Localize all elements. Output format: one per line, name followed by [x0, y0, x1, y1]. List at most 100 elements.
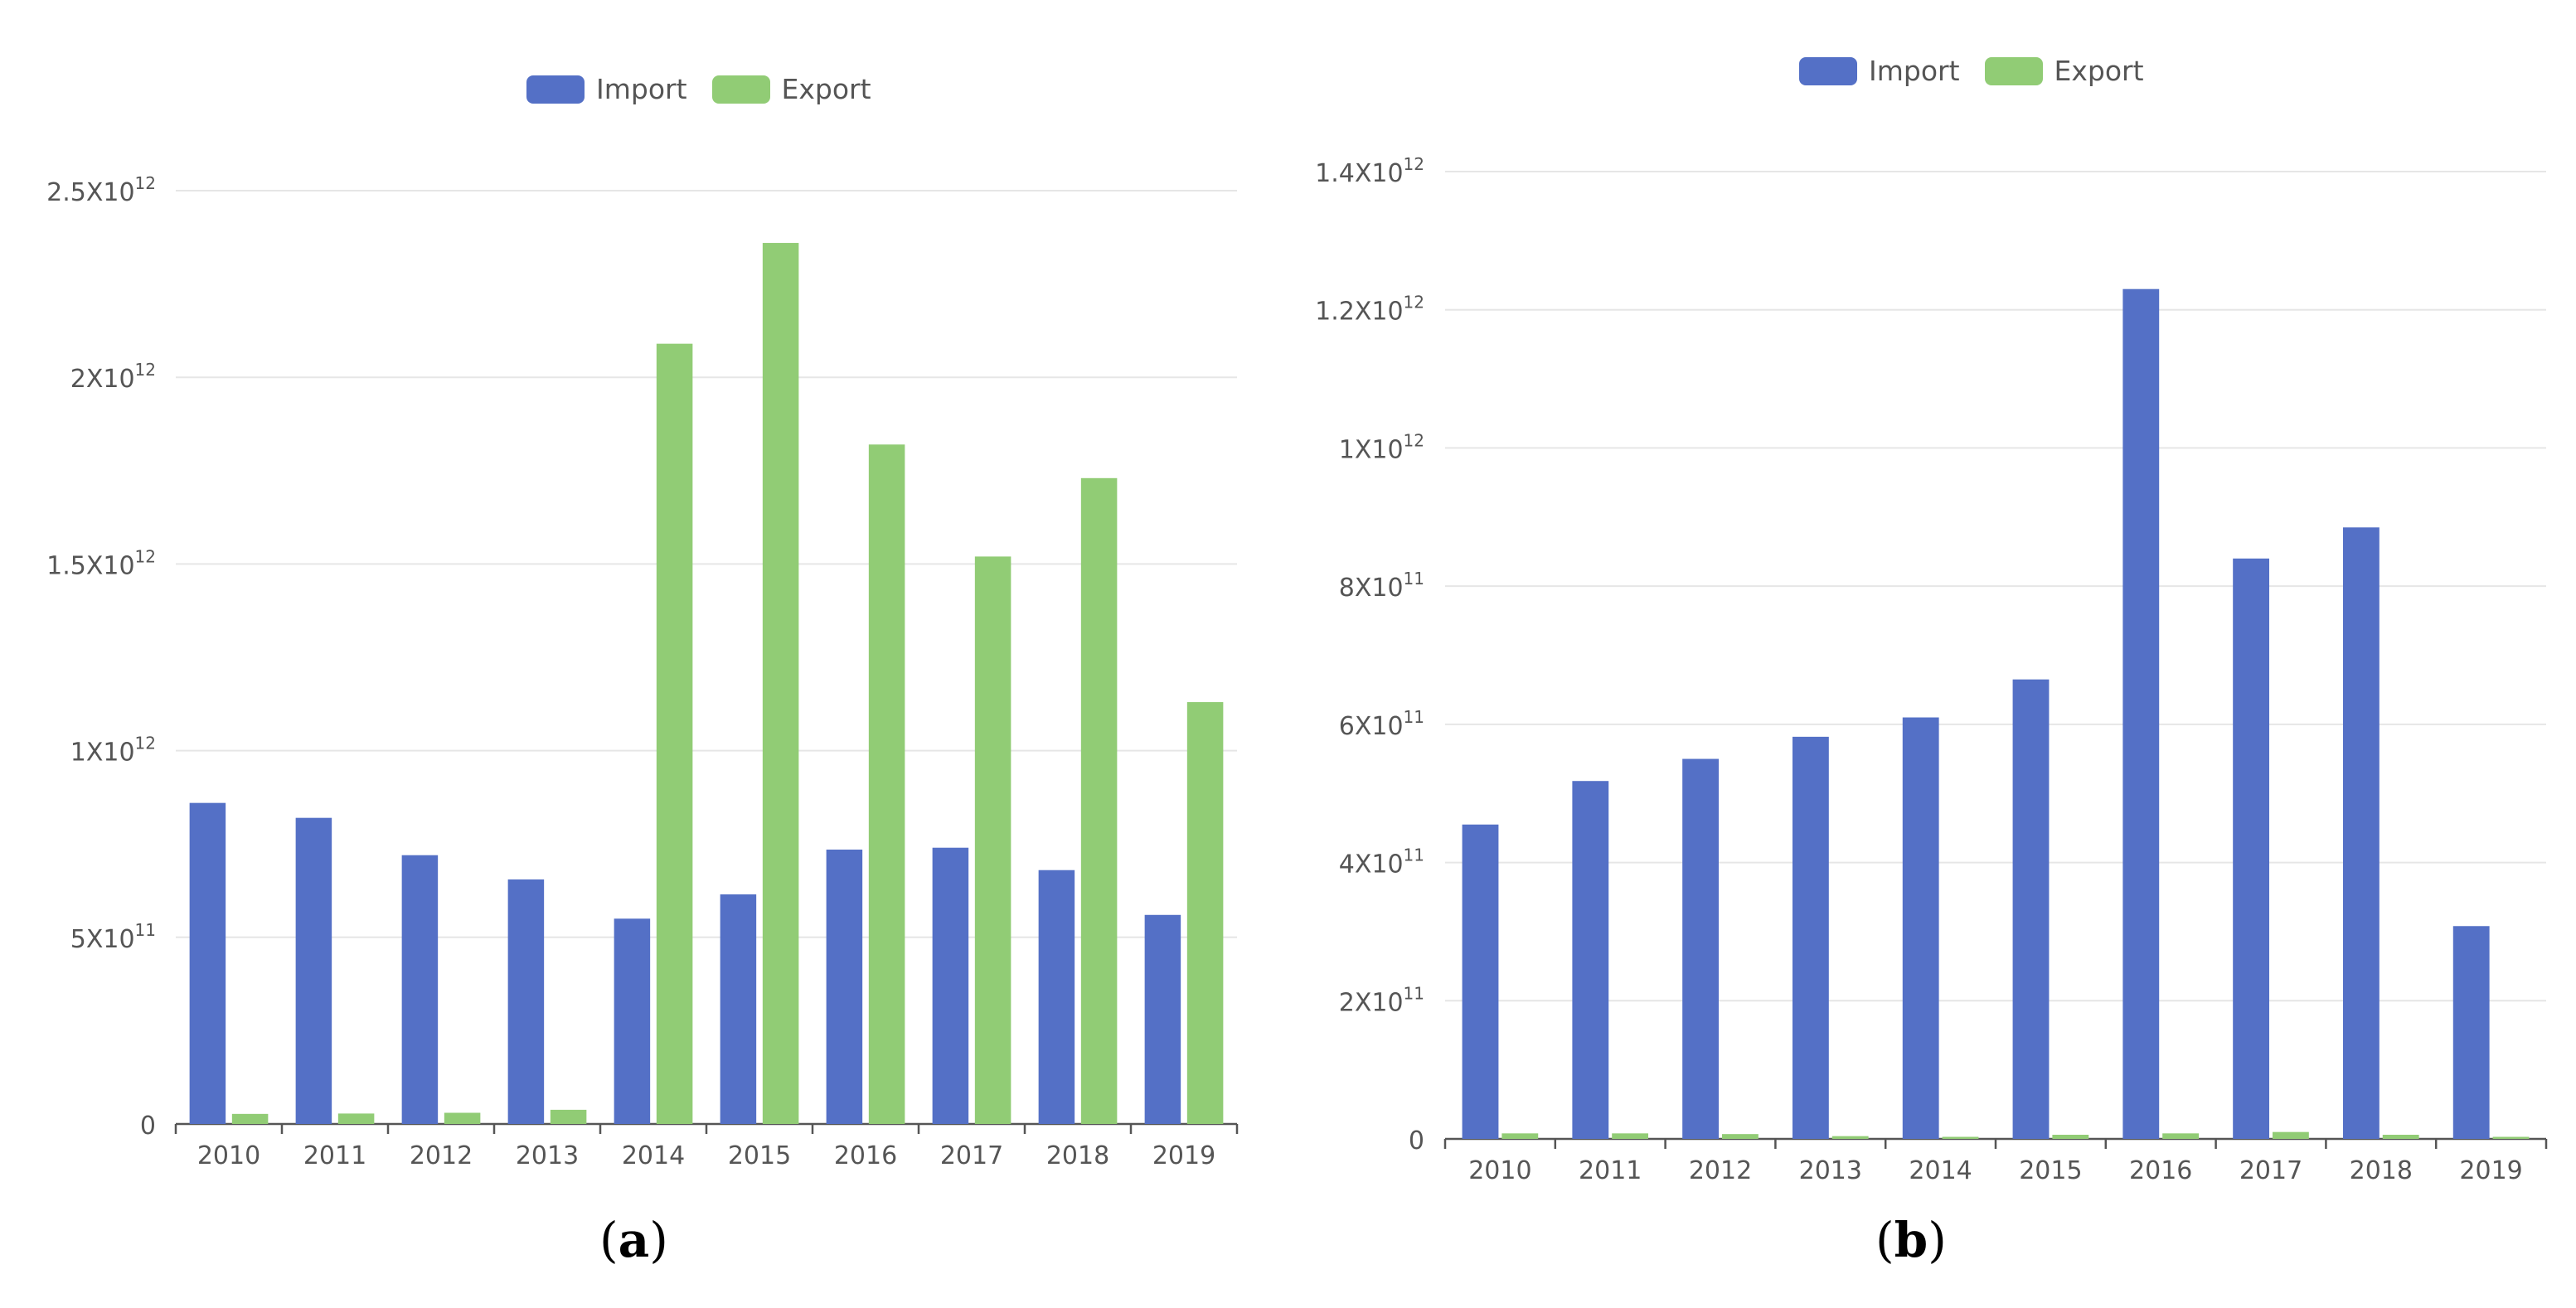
x-tick-label: 2013	[1799, 1156, 1862, 1185]
panel-caption-a: (a)	[599, 1212, 668, 1268]
y-tick-base: 2X10	[1339, 988, 1404, 1017]
x-tick-label: 2013	[516, 1141, 579, 1170]
legend-label-export: Export	[2054, 55, 2144, 87]
bar-import-2012	[401, 855, 439, 1124]
bar-export-2019	[2492, 1136, 2530, 1139]
y-tick-label: 1.4X1012	[1315, 154, 1424, 188]
y-tick-exponent: 12	[135, 546, 156, 566]
x-tick-label: 2019	[2459, 1156, 2522, 1185]
y-tick-label: 1.2X1012	[1315, 293, 1424, 327]
bar-export-2015	[2052, 1134, 2089, 1139]
legend-label-export: Export	[781, 73, 871, 105]
bar-export-2018	[2382, 1134, 2419, 1139]
bar-chart-b: 02X10114X10116X10118X10111X10121.2X10121…	[1315, 154, 2548, 1185]
x-tick-label: 2010	[1468, 1156, 1531, 1185]
y-tick-base: 6X10	[1339, 712, 1404, 741]
legend-item-import[interactable]: Import	[1799, 55, 1960, 87]
legend: Import Export	[1799, 55, 2144, 87]
y-tick-exponent: 12	[135, 173, 156, 193]
bar-import-2012	[1682, 758, 1720, 1139]
bar-import-2011	[1572, 781, 1609, 1139]
legend-label-import: Import	[596, 73, 687, 105]
bar-import-2019	[2452, 926, 2490, 1139]
y-tick-label: 2X1012	[70, 360, 156, 394]
bar-export-2016	[2162, 1133, 2200, 1139]
bar-export-2014	[656, 343, 693, 1124]
bar-import-2013	[507, 879, 545, 1124]
y-tick-base: 1.5X10	[46, 551, 134, 580]
legend-swatch-import	[526, 75, 585, 104]
y-tick-exponent: 12	[1404, 293, 1424, 312]
bar-import-2011	[295, 817, 332, 1124]
legend-label-import: Import	[1869, 55, 1960, 87]
chart-panel-a: Import Export 0 5X1011 1X1012 1.5X1012 2X101…	[0, 0, 1260, 1308]
y-tick-label: 1X1012	[1339, 430, 1424, 464]
x-tick-label: 2017	[940, 1141, 1003, 1170]
y-tick-base: 4X10	[1339, 850, 1404, 879]
bar-import-2013	[1792, 736, 1829, 1139]
y-tick-label: 1X1012	[70, 734, 156, 768]
y-tick-exponent: 12	[135, 360, 156, 380]
y-tick-exponent: 11	[1404, 983, 1424, 1003]
bar-export-2015	[762, 243, 799, 1124]
y-tick-base: 1.2X10	[1315, 298, 1403, 327]
legend-item-export[interactable]: Export	[711, 73, 871, 105]
y-tick-base: 5X10	[70, 925, 135, 954]
legend: Import Export	[526, 73, 871, 105]
y-tick-exponent: 11	[1404, 569, 1424, 589]
bar-export-2012	[1721, 1134, 1759, 1139]
legend-swatch-import	[1799, 56, 1857, 85]
y-tick-base: 8X10	[1339, 574, 1404, 603]
bar-import-2015	[720, 894, 757, 1124]
legend-swatch-export	[1984, 56, 2043, 85]
bar-export-2013	[550, 1109, 587, 1124]
bar-import-2014	[614, 918, 651, 1124]
y-tick-label: 1.5X1012	[46, 546, 156, 580]
legend-item-export[interactable]: Export	[1984, 55, 2144, 87]
x-tick-label: 2018	[1046, 1141, 1109, 1170]
panel-caption-b: (b)	[1875, 1212, 1947, 1268]
x-tick-label: 2014	[1909, 1156, 1972, 1185]
legend-swatch-export	[711, 75, 770, 104]
y-tick-exponent: 12	[135, 734, 156, 753]
bar-import-2017	[2233, 558, 2270, 1139]
y-tick-label: 4X1011	[1339, 845, 1424, 879]
x-tick-label: 2016	[834, 1141, 897, 1170]
legend-item-import[interactable]: Import	[526, 73, 687, 105]
y-tick-label: 5X1011	[70, 920, 156, 954]
bar-export-2010	[231, 1113, 269, 1124]
y-tick-base: 1X10	[70, 739, 135, 768]
y-tick-label: 8X1011	[1339, 569, 1424, 603]
bar-import-2019	[1144, 914, 1181, 1124]
bar-export-2012	[444, 1112, 481, 1124]
x-tick-label: 2012	[410, 1141, 473, 1170]
y-tick-exponent: 11	[135, 920, 156, 940]
y-tick-label: 2.5X1012	[46, 173, 156, 207]
y-tick-label: 0	[140, 1112, 156, 1141]
bar-export-2011	[337, 1113, 375, 1124]
bar-export-2019	[1186, 702, 1224, 1124]
y-tick-label: 6X1011	[1339, 707, 1424, 741]
y-tick-base: 0	[1409, 1126, 1424, 1155]
x-tick-label: 2019	[1152, 1141, 1215, 1170]
x-tick-label: 2018	[2350, 1156, 2413, 1185]
bar-export-2017	[2272, 1131, 2309, 1139]
bar-export-2011	[1612, 1133, 1649, 1139]
bar-import-2014	[1902, 717, 1939, 1139]
bar-export-2018	[1080, 477, 1118, 1124]
x-tick-label: 2011	[303, 1141, 366, 1170]
bar-import-2010	[189, 802, 226, 1124]
panel-label-b: b	[1894, 1212, 1928, 1268]
y-tick-label: 2X1011	[1339, 983, 1424, 1017]
x-tick-label: 2017	[2239, 1156, 2302, 1185]
y-tick-base: 1.4X10	[1315, 159, 1403, 188]
y-tick-label: 0	[1409, 1126, 1424, 1155]
bar-export-2014	[1942, 1136, 1979, 1139]
bar-import-2015	[2012, 679, 2050, 1139]
bar-export-2010	[1501, 1133, 1539, 1139]
y-tick-base: 2X10	[70, 365, 135, 394]
y-tick-exponent: 12	[1404, 430, 1424, 450]
y-tick-base: 2.5X10	[46, 178, 134, 207]
y-tick-base: 1X10	[1339, 435, 1404, 464]
